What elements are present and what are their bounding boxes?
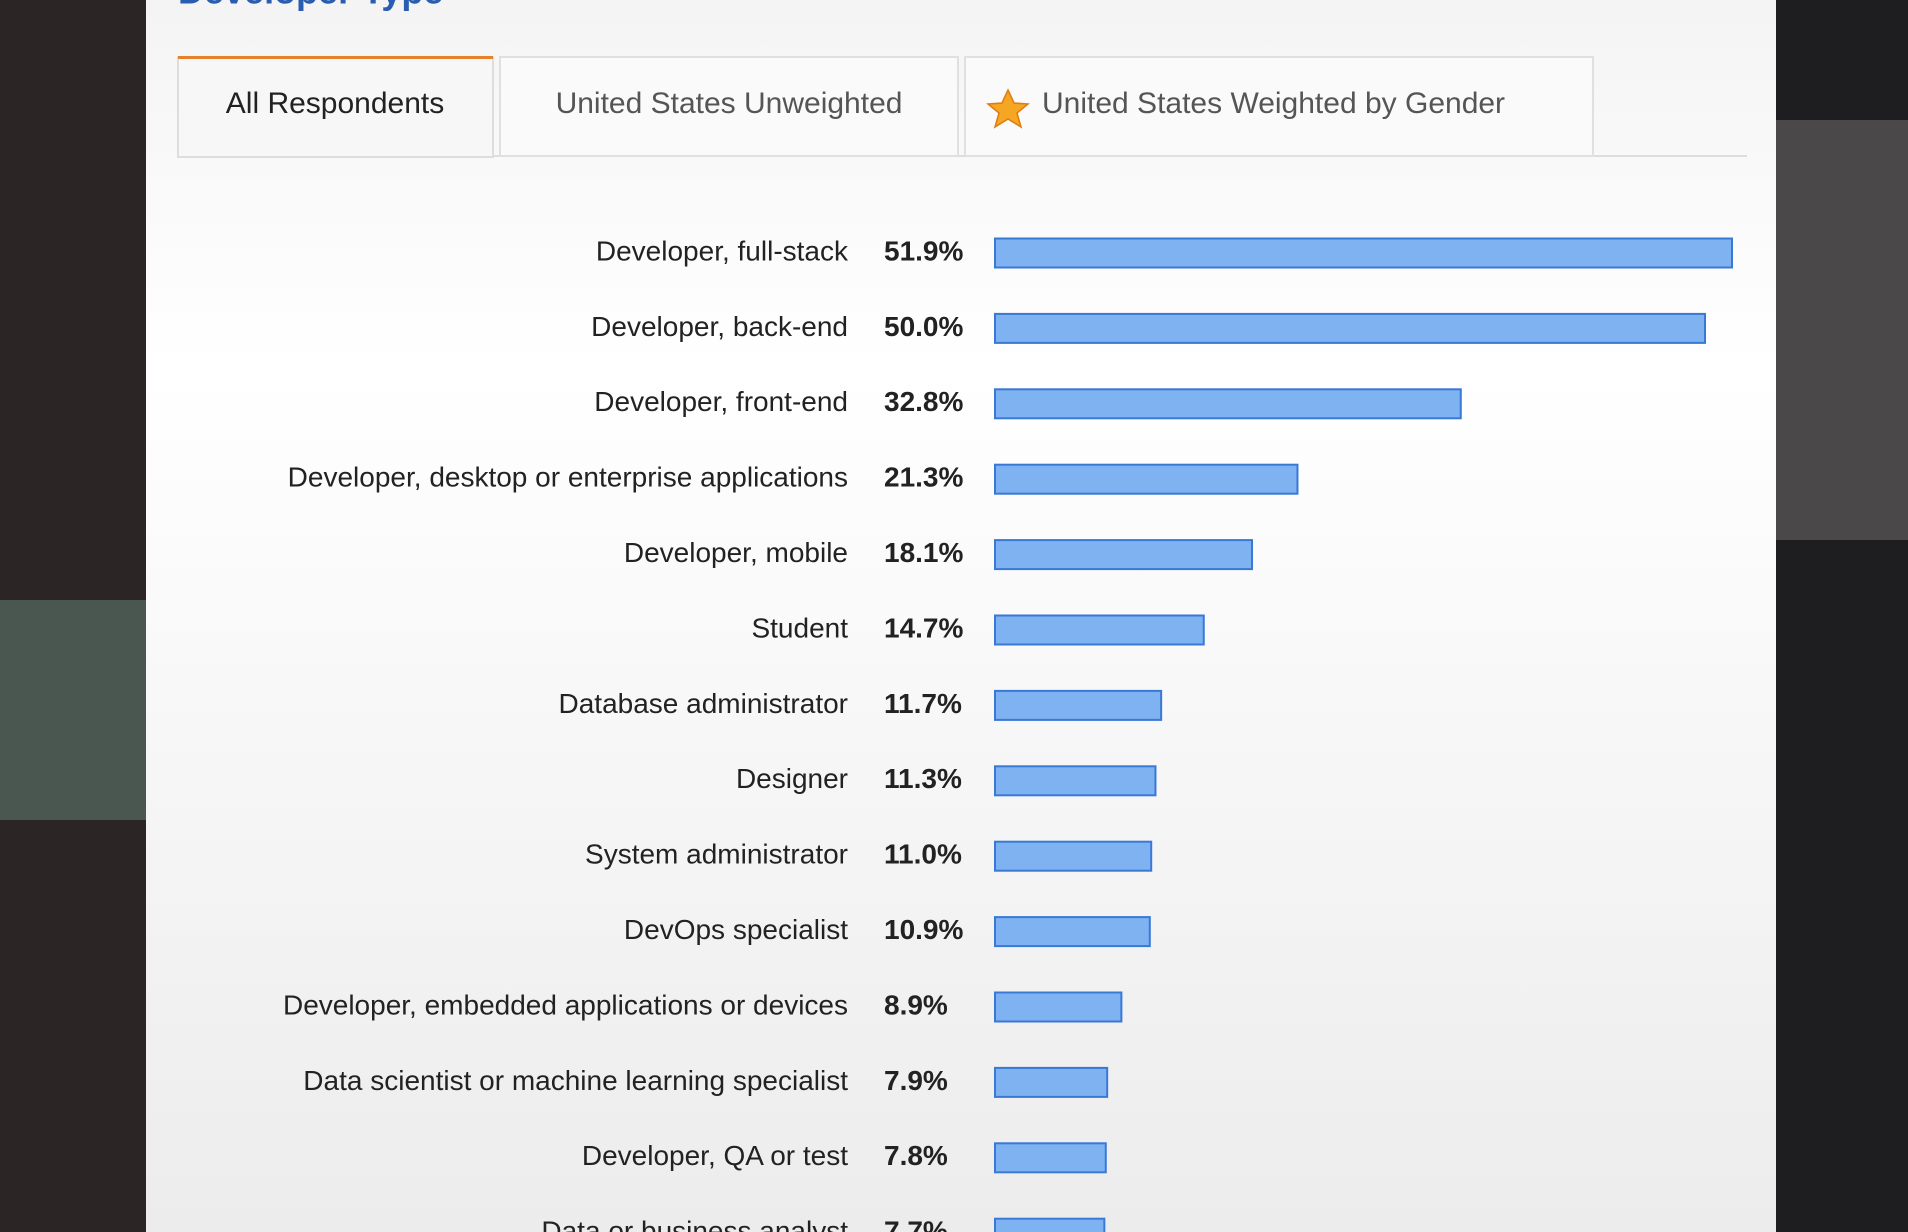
- tab-label: United States Weighted by Gender: [1042, 87, 1505, 120]
- tab-label: United States Unweighted: [556, 87, 903, 120]
- value-label: 32.8%: [884, 386, 963, 417]
- category-label: DevOps specialist: [624, 914, 848, 945]
- tab-box: [499, 56, 959, 157]
- value-label: 11.7%: [884, 688, 962, 719]
- bar: [994, 1142, 1107, 1174]
- tab-box: [964, 56, 1594, 157]
- value-label: 10.9%: [884, 914, 963, 945]
- tab-label: All Respondents: [226, 87, 444, 120]
- value-label: 7.8%: [884, 1140, 948, 1171]
- value-label: 50.0%: [884, 311, 963, 342]
- bar: [994, 1066, 1109, 1098]
- bar: [994, 312, 1707, 344]
- bar: [994, 237, 1733, 269]
- category-label: Student: [751, 612, 848, 643]
- category-label: Developer, full-stack: [596, 235, 849, 266]
- category-label: Developer, desktop or enterprise applica…: [288, 462, 848, 493]
- bar: [994, 539, 1254, 571]
- tab-active-indicator: [178, 56, 493, 59]
- background-right-curtain: [1776, 120, 1908, 540]
- category-label: Data or business analyst: [541, 1216, 848, 1232]
- value-label: 14.7%: [884, 612, 963, 643]
- value-label: 51.9%: [884, 235, 963, 266]
- category-label: Designer: [736, 763, 848, 794]
- bar: [994, 1217, 1106, 1232]
- category-label: Developer, embedded applications or devi…: [283, 989, 848, 1020]
- panel: [146, 0, 1776, 1232]
- bar: [994, 614, 1205, 646]
- tab[interactable]: United States Weighted by Gender: [964, 56, 1594, 157]
- bar: [994, 991, 1123, 1023]
- bar: [994, 765, 1157, 797]
- tab[interactable]: United States Unweighted: [499, 56, 959, 157]
- category-label: Developer, front-end: [594, 386, 848, 417]
- bar: [994, 388, 1462, 420]
- value-label: 11.0%: [884, 839, 962, 870]
- category-label: Developer, QA or test: [582, 1140, 848, 1171]
- tab[interactable]: All Respondents: [177, 56, 494, 158]
- category-label: Developer, mobile: [624, 537, 848, 568]
- chart-title: Developer Type: [178, 0, 443, 12]
- value-label: 21.3%: [884, 462, 963, 493]
- star-icon: [986, 88, 1030, 129]
- category-label: System administrator: [585, 839, 848, 870]
- bar: [994, 689, 1163, 721]
- value-label: 11.3%: [884, 763, 962, 794]
- value-label: 8.9%: [884, 989, 948, 1020]
- bar: [994, 916, 1151, 948]
- value-label: 7.9%: [884, 1065, 948, 1096]
- category-label: Database administrator: [559, 688, 848, 719]
- value-label: 18.1%: [884, 537, 963, 568]
- category-label: Developer, back-end: [591, 311, 848, 342]
- value-label: 7.7%: [884, 1216, 948, 1232]
- bar: [994, 463, 1299, 495]
- background-left-object: [0, 600, 146, 820]
- bar: [994, 840, 1153, 872]
- category-label: Data scientist or machine learning speci…: [303, 1065, 848, 1096]
